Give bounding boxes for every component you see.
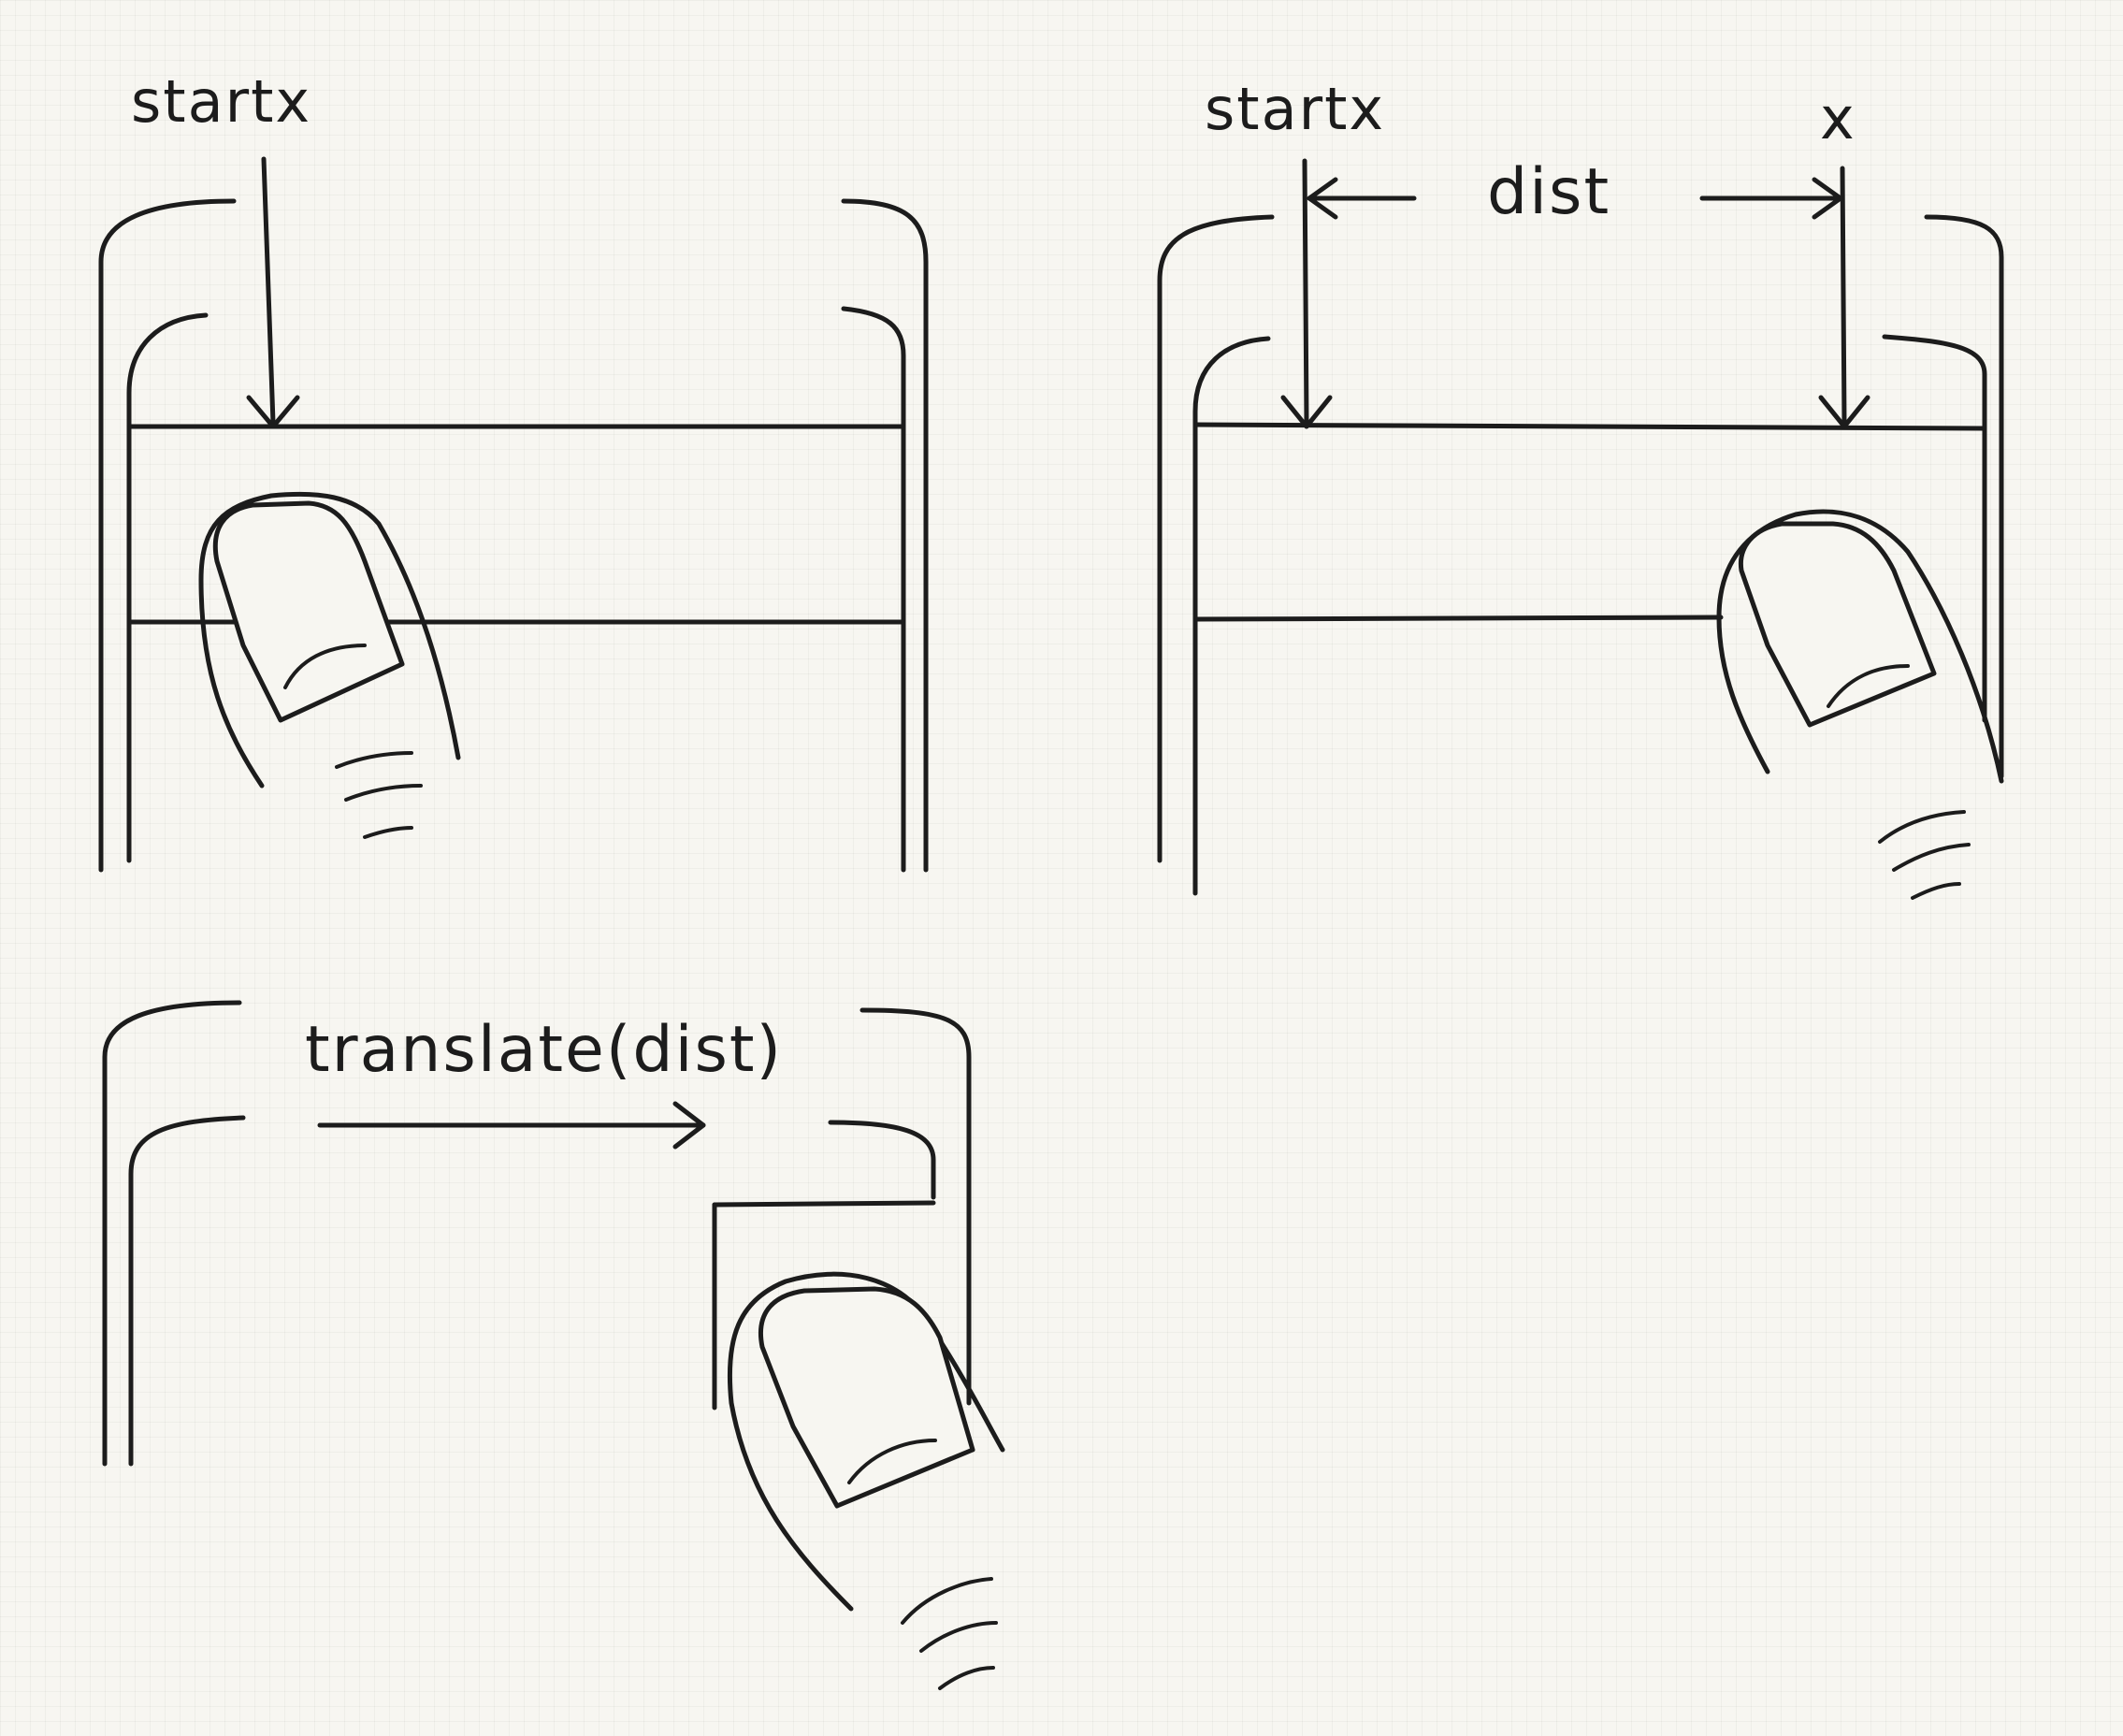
dist-label: dist — [1487, 155, 1610, 229]
list-item-row — [1192, 422, 1987, 622]
translate-arrow — [317, 1101, 706, 1150]
phone-frame-outer — [98, 198, 929, 873]
x-label: x — [1820, 84, 1856, 152]
phone-frame-inner — [126, 306, 906, 873]
translated-row — [712, 1200, 936, 1410]
finger-icon — [1716, 509, 2004, 900]
finger-icon — [727, 1271, 1005, 1690]
phone-frame-outer — [102, 1000, 972, 1467]
x-arrow — [1818, 166, 1870, 429]
startx-label: startx — [131, 67, 311, 136]
finger-icon — [198, 491, 461, 839]
translate-label: translate(dist) — [305, 1013, 783, 1087]
phone-frame-inner — [128, 1115, 936, 1467]
dist-arrow — [1307, 177, 1843, 220]
startx-label: startx — [1205, 75, 1385, 143]
startx-arrow — [246, 156, 300, 429]
panel-touch-start: startx — [98, 67, 929, 873]
panel-touch-move: startx x dist — [1157, 75, 2004, 900]
startx-arrow — [1280, 158, 1333, 429]
phone-frame-inner — [1192, 334, 1987, 896]
panel-translate: translate(dist) — [102, 1000, 1005, 1690]
phone-frame-outer — [1157, 214, 2004, 863]
